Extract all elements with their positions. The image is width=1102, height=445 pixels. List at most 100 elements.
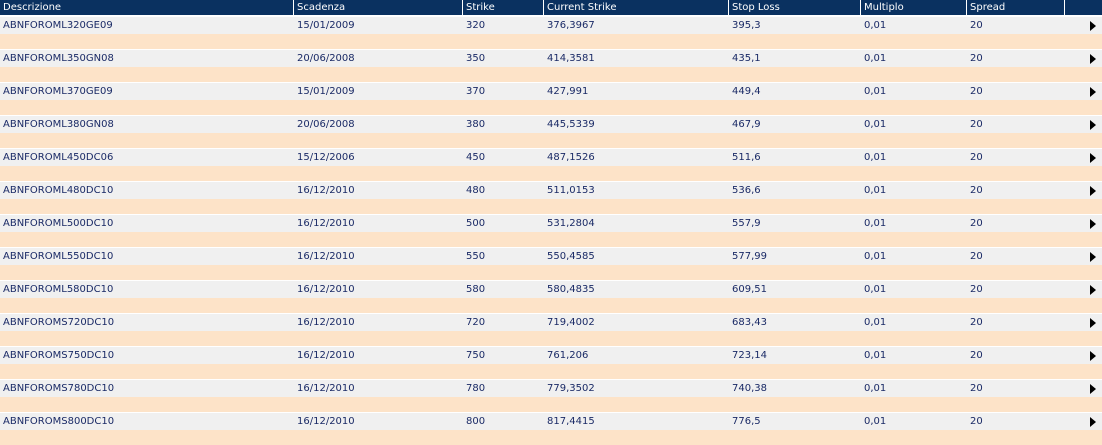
table-row[interactable]: ABNFOROML500DC10 16/12/2010 500 531,2804 557… bbox=[0, 214, 1102, 232]
cell-descrizione[interactable]: ABNFOROML450DC06 bbox=[3, 152, 114, 163]
cell-stop-loss: 511,6 bbox=[732, 152, 761, 163]
table-row[interactable]: ABNFOROMS780DC10 16/12/2010 780 779,3502 740… bbox=[0, 379, 1102, 397]
table-row[interactable]: ABNFOROML370GE09 15/01/2009 370 427,991 449,… bbox=[0, 82, 1102, 100]
cell-scadenza: 16/12/2010 bbox=[297, 350, 355, 361]
cell-stop-loss: 557,9 bbox=[732, 218, 761, 229]
cell-descrizione[interactable]: ABNFOROMS780DC10 bbox=[3, 383, 115, 394]
cell-scadenza: 16/12/2010 bbox=[297, 218, 355, 229]
row-separator bbox=[0, 34, 1102, 49]
row-action-button[interactable] bbox=[1065, 50, 1102, 67]
cell-multiplo: 0,01 bbox=[864, 185, 887, 196]
cell-current-strike: 817,4415 bbox=[547, 416, 595, 427]
row-action-button[interactable] bbox=[1065, 215, 1102, 232]
cell-multiplo: 0,01 bbox=[864, 53, 887, 64]
row-action-button[interactable] bbox=[1065, 17, 1102, 34]
table-row[interactable]: ABNFOROMS750DC10 16/12/2010 750 761,206 723,… bbox=[0, 346, 1102, 364]
cell-scadenza: 16/12/2010 bbox=[297, 317, 355, 328]
cell-spread: 20 bbox=[970, 218, 983, 229]
cell-strike: 580 bbox=[466, 284, 486, 295]
cell-descrizione[interactable]: ABNFOROML500DC10 bbox=[3, 218, 114, 229]
cell-current-strike: 719,4002 bbox=[547, 317, 595, 328]
row-separator bbox=[0, 397, 1102, 412]
cell-multiplo: 0,01 bbox=[864, 119, 887, 130]
table-row[interactable]: ABNFOROML320GE09 15/01/2009 320 376,3967 395… bbox=[0, 16, 1102, 34]
cell-stop-loss: 536,6 bbox=[732, 185, 761, 196]
header-spread[interactable]: Spread bbox=[967, 0, 1065, 15]
cell-spread: 20 bbox=[970, 383, 983, 394]
play-arrow-icon bbox=[1090, 218, 1096, 229]
cell-stop-loss: 449,4 bbox=[732, 86, 761, 97]
header-scadenza[interactable]: Scadenza bbox=[294, 0, 463, 15]
row-action-button[interactable] bbox=[1065, 149, 1102, 166]
play-arrow-icon bbox=[1090, 284, 1096, 295]
row-separator bbox=[0, 232, 1102, 247]
cell-strike: 480 bbox=[466, 185, 486, 196]
header-strike[interactable]: Strike bbox=[463, 0, 544, 15]
play-arrow-icon bbox=[1090, 20, 1096, 31]
play-arrow-icon bbox=[1090, 152, 1096, 163]
cell-descrizione[interactable]: ABNFOROML380GN08 bbox=[3, 119, 114, 130]
cell-stop-loss: 435,1 bbox=[732, 53, 761, 64]
header-descrizione[interactable]: Descrizione bbox=[0, 0, 294, 15]
row-action-button[interactable] bbox=[1065, 116, 1102, 133]
cell-strike: 350 bbox=[466, 53, 486, 64]
cell-descrizione[interactable]: ABNFOROMS720DC10 bbox=[3, 317, 115, 328]
cell-descrizione[interactable]: ABNFOROML370GE09 bbox=[3, 86, 113, 97]
cell-descrizione[interactable]: ABNFOROML580DC10 bbox=[3, 284, 114, 295]
play-arrow-icon bbox=[1090, 383, 1096, 394]
row-separator bbox=[0, 199, 1102, 214]
cell-strike: 800 bbox=[466, 416, 486, 427]
cell-current-strike: 531,2804 bbox=[547, 218, 595, 229]
cell-descrizione[interactable]: ABNFOROML480DC10 bbox=[3, 185, 114, 196]
row-action-button[interactable] bbox=[1065, 182, 1102, 199]
cell-descrizione[interactable]: ABNFOROML550DC10 bbox=[3, 251, 114, 262]
header-action bbox=[1065, 0, 1102, 15]
play-arrow-icon bbox=[1090, 86, 1096, 97]
cell-scadenza: 16/12/2010 bbox=[297, 284, 355, 295]
row-action-button[interactable] bbox=[1065, 347, 1102, 364]
row-separator bbox=[0, 298, 1102, 313]
cell-descrizione[interactable]: ABNFOROML350GN08 bbox=[3, 53, 114, 64]
table-row[interactable]: ABNFOROML580DC10 16/12/2010 580 580,4835 609… bbox=[0, 280, 1102, 298]
cell-scadenza: 16/12/2010 bbox=[297, 185, 355, 196]
play-arrow-icon bbox=[1090, 53, 1096, 64]
cell-strike: 550 bbox=[466, 251, 486, 262]
row-action-button[interactable] bbox=[1065, 83, 1102, 100]
header-current-strike[interactable]: Current Strike bbox=[544, 0, 729, 15]
header-multiplo[interactable]: Multiplo bbox=[861, 0, 967, 15]
cell-current-strike: 511,0153 bbox=[547, 185, 595, 196]
table-row[interactable]: ABNFOROMS720DC10 16/12/2010 720 719,4002 683… bbox=[0, 313, 1102, 331]
table-row[interactable]: ABNFOROML380GN08 20/06/2008 380 445,5339 467… bbox=[0, 115, 1102, 133]
play-arrow-icon bbox=[1090, 251, 1096, 262]
row-action-button[interactable] bbox=[1065, 380, 1102, 397]
cell-strike: 750 bbox=[466, 350, 486, 361]
row-action-button[interactable] bbox=[1065, 281, 1102, 298]
cell-spread: 20 bbox=[970, 53, 983, 64]
cell-spread: 20 bbox=[970, 119, 983, 130]
cell-strike: 780 bbox=[466, 383, 486, 394]
cell-descrizione[interactable]: ABNFOROML320GE09 bbox=[3, 20, 113, 31]
header-stop-loss[interactable]: Stop Loss bbox=[729, 0, 861, 15]
cell-multiplo: 0,01 bbox=[864, 284, 887, 295]
play-arrow-icon bbox=[1090, 317, 1096, 328]
cell-scadenza: 20/06/2008 bbox=[297, 119, 355, 130]
row-action-button[interactable] bbox=[1065, 413, 1102, 430]
play-arrow-icon bbox=[1090, 119, 1096, 130]
row-action-button[interactable] bbox=[1065, 314, 1102, 331]
cell-descrizione[interactable]: ABNFOROMS750DC10 bbox=[3, 350, 115, 361]
cell-current-strike: 376,3967 bbox=[547, 20, 595, 31]
cell-stop-loss: 683,43 bbox=[732, 317, 767, 328]
cell-descrizione[interactable]: ABNFOROMS800DC10 bbox=[3, 416, 115, 427]
cell-spread: 20 bbox=[970, 350, 983, 361]
cell-multiplo: 0,01 bbox=[864, 317, 887, 328]
table-row[interactable]: ABNFOROMS800DC10 16/12/2010 800 817,4415 776… bbox=[0, 412, 1102, 430]
table-row[interactable]: ABNFOROML450DC06 15/12/2006 450 487,1526 511… bbox=[0, 148, 1102, 166]
table-row[interactable]: ABNFOROML350GN08 20/06/2008 350 414,3581 435… bbox=[0, 49, 1102, 67]
cell-current-strike: 580,4835 bbox=[547, 284, 595, 295]
cell-current-strike: 550,4585 bbox=[547, 251, 595, 262]
row-action-button[interactable] bbox=[1065, 248, 1102, 265]
table-row[interactable]: ABNFOROML480DC10 16/12/2010 480 511,0153 536… bbox=[0, 181, 1102, 199]
cell-current-strike: 761,206 bbox=[547, 350, 589, 361]
table-row[interactable]: ABNFOROML550DC10 16/12/2010 550 550,4585 577… bbox=[0, 247, 1102, 265]
